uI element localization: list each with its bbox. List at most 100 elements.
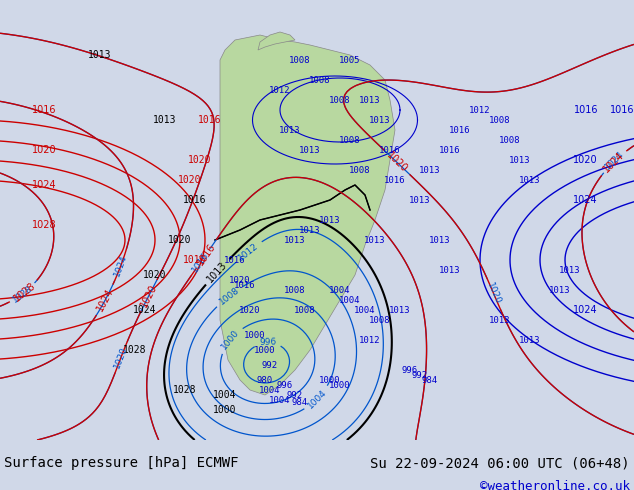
Text: 1013: 1013: [519, 175, 541, 185]
Text: 1024: 1024: [95, 287, 115, 313]
Text: 996: 996: [277, 381, 293, 390]
Text: 1024: 1024: [573, 195, 598, 205]
Text: 1008: 1008: [309, 75, 331, 84]
Text: 1008: 1008: [369, 316, 391, 324]
Text: 1013: 1013: [359, 96, 381, 104]
Text: 1020: 1020: [139, 282, 159, 309]
Text: 1008: 1008: [339, 136, 361, 145]
Text: 1000: 1000: [329, 381, 351, 390]
Text: 1000: 1000: [244, 330, 266, 340]
Text: 1028: 1028: [11, 281, 37, 304]
Text: 1024: 1024: [604, 150, 626, 172]
Text: 1012: 1012: [469, 105, 491, 115]
Text: 1028: 1028: [10, 284, 34, 304]
Text: 1020: 1020: [485, 282, 503, 306]
Text: 1016: 1016: [384, 175, 406, 185]
Text: 1013: 1013: [369, 116, 391, 124]
Text: 1016: 1016: [195, 241, 217, 267]
Text: 1016: 1016: [379, 146, 401, 154]
Text: 1020: 1020: [178, 175, 202, 185]
Text: 1013: 1013: [299, 225, 321, 235]
Text: 1008: 1008: [349, 166, 371, 174]
Text: 1013: 1013: [299, 146, 321, 154]
Text: 1016: 1016: [32, 105, 56, 115]
Text: 1016: 1016: [190, 250, 211, 274]
Text: 992: 992: [262, 361, 278, 369]
Text: 1020: 1020: [113, 345, 129, 369]
Text: 1012: 1012: [269, 85, 291, 95]
Text: 1016: 1016: [224, 255, 246, 265]
Text: 1013: 1013: [509, 155, 531, 165]
Text: 1013: 1013: [429, 236, 451, 245]
Text: 984: 984: [422, 375, 438, 385]
Text: 1024: 1024: [573, 305, 598, 315]
Text: 1013: 1013: [279, 125, 301, 134]
Text: 1004: 1004: [339, 295, 361, 304]
Text: 1016: 1016: [198, 115, 222, 125]
Text: 1013: 1013: [519, 336, 541, 344]
Text: 1013: 1013: [389, 305, 411, 315]
Text: 1000: 1000: [254, 345, 276, 354]
Text: ©weatheronline.co.uk: ©weatheronline.co.uk: [480, 480, 630, 490]
Text: 1013: 1013: [419, 166, 441, 174]
Text: 1016: 1016: [183, 255, 207, 265]
Text: 1004: 1004: [259, 386, 281, 394]
Text: 992: 992: [287, 391, 303, 399]
Text: 1013: 1013: [549, 286, 571, 294]
Text: 984: 984: [292, 397, 308, 407]
Text: 1013: 1013: [559, 266, 581, 274]
Text: 1013: 1013: [410, 196, 430, 204]
Text: 1024: 1024: [601, 150, 626, 174]
Text: 1008: 1008: [294, 305, 316, 315]
Text: 1016: 1016: [450, 125, 471, 134]
Text: 1013: 1013: [88, 50, 112, 60]
Text: 1008: 1008: [284, 286, 306, 294]
Text: 1008: 1008: [289, 55, 311, 65]
Text: 1012: 1012: [359, 336, 381, 344]
Text: 1028: 1028: [123, 345, 146, 355]
Text: 1024: 1024: [133, 305, 157, 315]
Text: 1016: 1016: [610, 105, 634, 115]
Text: 1020: 1020: [385, 150, 410, 174]
Text: 1004: 1004: [306, 388, 328, 410]
Text: 1020: 1020: [168, 235, 191, 245]
Text: 1008: 1008: [329, 96, 351, 104]
Text: 1008: 1008: [217, 285, 241, 306]
Text: 1013: 1013: [320, 216, 340, 224]
Text: 1020: 1020: [573, 155, 598, 165]
Text: 1013: 1013: [365, 236, 385, 245]
Text: 1004: 1004: [329, 286, 351, 294]
Text: 1000: 1000: [320, 375, 340, 385]
Text: 996: 996: [402, 366, 418, 374]
Text: 1013: 1013: [153, 115, 177, 125]
Polygon shape: [258, 32, 295, 50]
Text: 992: 992: [412, 370, 428, 379]
Text: 1013: 1013: [205, 259, 230, 284]
Text: 1024: 1024: [113, 253, 129, 277]
Text: 1004: 1004: [269, 395, 291, 405]
Text: 1016: 1016: [574, 105, 598, 115]
Text: 1012: 1012: [236, 241, 260, 262]
Text: 1000: 1000: [213, 405, 236, 415]
Text: 1013: 1013: [439, 266, 461, 274]
Text: 1028: 1028: [173, 385, 197, 395]
Text: 996: 996: [259, 338, 276, 347]
Text: 1016: 1016: [183, 195, 207, 205]
Text: Surface pressure [hPa] ECMWF: Surface pressure [hPa] ECMWF: [4, 456, 238, 470]
Text: 1020: 1020: [230, 275, 251, 285]
Text: Su 22-09-2024 06:00 UTC (06+48): Su 22-09-2024 06:00 UTC (06+48): [370, 456, 630, 470]
Polygon shape: [220, 35, 395, 395]
Text: 1004: 1004: [354, 305, 376, 315]
Text: 1000: 1000: [220, 328, 241, 351]
Text: 1020: 1020: [188, 155, 212, 165]
Text: 1024: 1024: [32, 180, 56, 190]
Text: 1020: 1020: [32, 145, 56, 155]
Text: 1028: 1028: [32, 220, 56, 230]
Text: 1016: 1016: [234, 280, 256, 290]
Text: 1020: 1020: [143, 270, 167, 280]
Text: 1005: 1005: [339, 55, 361, 65]
Text: 1008: 1008: [489, 116, 511, 124]
Text: 1013: 1013: [284, 236, 306, 245]
Text: 1016: 1016: [439, 146, 461, 154]
Text: 1013: 1013: [489, 316, 511, 324]
